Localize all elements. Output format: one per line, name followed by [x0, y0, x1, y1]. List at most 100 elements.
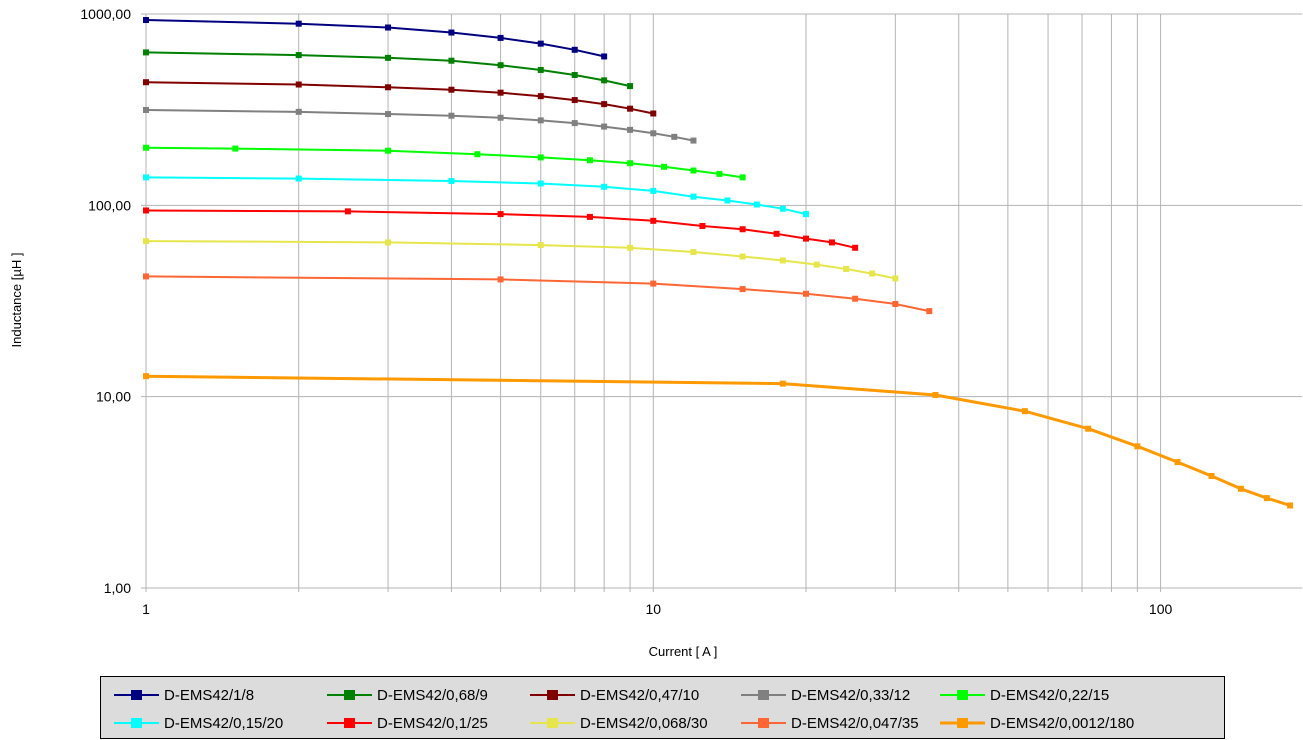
legend-item: D-EMS42/0,068/30: [530, 715, 708, 732]
legend-label: D-EMS42/0,068/30: [580, 715, 708, 732]
data-point: [852, 295, 859, 302]
x-tick-label: 100: [1149, 601, 1173, 617]
data-point: [448, 86, 455, 93]
legend-label: D-EMS42/0,68/9: [377, 687, 488, 704]
legend-item: D-EMS42/0,15/20: [114, 715, 283, 732]
legend-label: D-EMS42/0,1/25: [377, 715, 488, 732]
data-point: [1287, 502, 1294, 509]
data-point: [650, 217, 657, 224]
legend-item: D-EMS42/0,1/25: [327, 715, 488, 732]
data-point: [448, 178, 455, 185]
series-3: [143, 79, 657, 117]
series-5: [143, 144, 746, 181]
series-line: [145, 275, 930, 313]
legend-item: D-EMS42/0,22/15: [940, 687, 1109, 704]
data-point: [699, 222, 706, 229]
data-point: [448, 29, 455, 36]
data-point: [690, 193, 697, 200]
data-point: [537, 40, 544, 47]
legend-label: D-EMS42/0,33/12: [791, 687, 910, 704]
data-point: [537, 180, 544, 187]
data-point: [497, 89, 504, 96]
data-point: [601, 53, 608, 60]
data-point: [813, 261, 820, 268]
data-point: [627, 160, 634, 167]
data-point: [739, 286, 746, 293]
data-point: [828, 239, 835, 246]
series-7: [143, 207, 859, 251]
data-point: [926, 308, 933, 315]
data-point: [1085, 425, 1092, 432]
data-point: [586, 157, 593, 164]
data-point: [143, 238, 149, 245]
legend-item: D-EMS42/1/8: [114, 687, 254, 704]
data-point: [448, 112, 455, 119]
data-point: [1021, 408, 1028, 415]
data-point: [739, 253, 746, 260]
legend-item: D-EMS42/0,047/35: [741, 715, 919, 732]
data-point: [385, 54, 392, 61]
data-point: [344, 208, 351, 215]
data-point: [650, 130, 657, 137]
data-point: [690, 249, 697, 256]
data-point: [650, 110, 657, 117]
data-point: [537, 66, 544, 73]
data-point: [852, 244, 859, 251]
data-point: [892, 275, 899, 282]
data-point: [690, 167, 697, 174]
data-point: [497, 34, 504, 41]
data-point: [143, 17, 149, 24]
data-point: [497, 114, 504, 121]
data-point: [627, 105, 634, 112]
series-1: [143, 17, 608, 60]
legend-item: D-EMS42/0,47/10: [530, 687, 699, 704]
legend-swatch-marker: [547, 690, 558, 700]
data-point: [497, 62, 504, 69]
series-line: [145, 109, 694, 142]
y-tick-label: 1,00: [104, 580, 131, 596]
data-point: [385, 84, 392, 91]
x-tick-label: 1: [142, 601, 150, 617]
series-8: [143, 238, 899, 282]
data-point: [537, 242, 544, 249]
data-point: [869, 270, 876, 277]
data-point: [448, 57, 455, 64]
data-point: [1263, 495, 1270, 502]
data-point: [627, 244, 634, 251]
series-line: [145, 19, 605, 58]
data-point: [724, 197, 731, 204]
x-axis-title: Current [ A ]: [649, 644, 718, 659]
data-point: [232, 145, 239, 152]
data-point: [537, 93, 544, 100]
data-point: [843, 265, 850, 272]
data-point: [779, 257, 786, 264]
data-point: [143, 49, 149, 56]
data-point: [739, 174, 746, 181]
series-layer: [143, 17, 1294, 509]
data-point: [385, 111, 392, 118]
data-point: [779, 380, 786, 387]
legend-label: D-EMS42/0,0012/180: [990, 715, 1134, 732]
data-point: [803, 211, 810, 218]
data-point: [1174, 459, 1181, 466]
legend-label: D-EMS42/0,15/20: [164, 715, 283, 732]
data-point: [803, 235, 810, 242]
data-point: [385, 24, 392, 31]
data-point: [601, 77, 608, 84]
legend-swatch-marker: [547, 718, 558, 728]
data-point: [295, 175, 302, 182]
y-axis-title: Inductance [µH ]: [9, 253, 24, 348]
data-point: [601, 183, 608, 190]
legend-label: D-EMS42/0,22/15: [990, 687, 1109, 704]
data-point: [716, 170, 723, 177]
legend-item: D-EMS42/0,68/9: [327, 687, 488, 704]
legend-swatch-marker: [344, 690, 355, 700]
data-point: [474, 151, 481, 158]
data-point: [295, 108, 302, 115]
data-point: [650, 187, 657, 194]
legend-swatch-marker: [957, 690, 968, 700]
data-point: [537, 117, 544, 124]
data-point: [1208, 472, 1215, 479]
data-point: [1237, 485, 1244, 492]
data-point: [143, 79, 149, 86]
